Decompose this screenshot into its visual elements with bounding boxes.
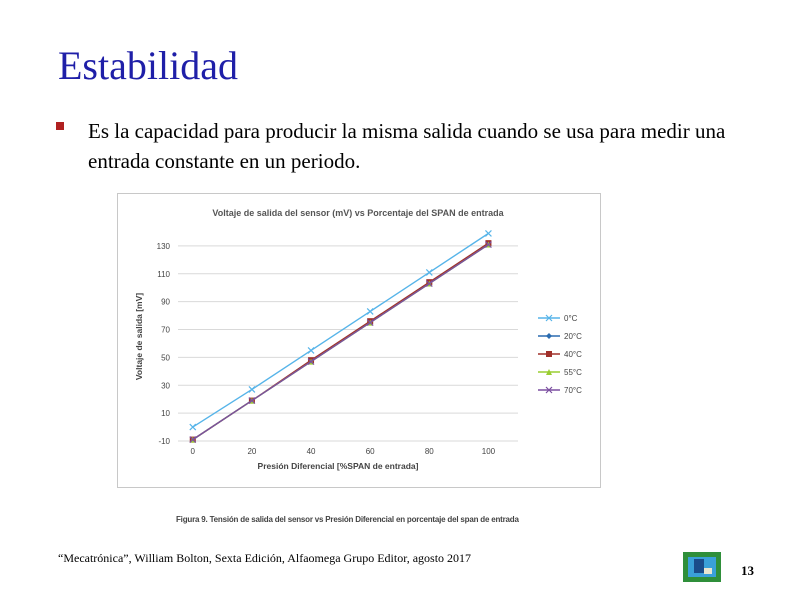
series-line [192,243,489,441]
legend-marker [546,333,552,339]
chart-title: Voltaje de salida del sensor (mV) vs Por… [212,208,504,218]
x-tick-label: 60 [366,447,375,456]
bullet-text: Es la capacidad para producir la misma s… [88,119,726,173]
legend-label: 70°C [564,386,582,395]
legend-label: 20°C [564,332,582,341]
x-tick-label: 80 [425,447,434,456]
data-point [248,386,256,393]
publisher-logo [683,552,721,582]
data-point [307,358,315,366]
y-tick-label: 30 [161,381,170,390]
square-bullet-icon [56,122,64,130]
data-point [307,347,315,354]
bullet-item: Es la capacidad para producir la misma s… [56,116,746,176]
data-point [485,229,492,237]
y-tick-label: -10 [158,437,170,446]
data-point [189,423,197,431]
y-tick-label: 130 [157,242,171,251]
legend-marker [545,314,553,322]
series-line [192,232,489,428]
data-point [366,319,374,326]
data-point [189,436,197,444]
chart-container: Voltaje de salida del sensor (mV) vs Por… [117,193,601,488]
y-tick-label: 70 [161,326,170,335]
y-tick-label: 90 [161,298,170,307]
y-tick-label: 10 [161,409,170,418]
legend-label: 0°C [564,314,578,323]
data-point [485,241,492,248]
line-chart: Voltaje de salida del sensor (mV) vs Por… [134,208,582,471]
x-tick-label: 0 [191,447,196,456]
legend-marker [546,351,552,357]
legend-marker [545,386,553,394]
data-point [366,307,374,315]
page-number: 13 [741,563,754,578]
x-tick-label: 100 [482,447,496,456]
x-tick-label: 20 [247,447,256,456]
y-axis-label: Voltaje de salida [mV] [134,293,144,380]
data-point [425,280,433,287]
slide-title: Estabilidad [58,43,238,88]
figure-caption: Figura 9. Tensión de salida del sensor v… [176,515,519,524]
data-point [248,397,256,405]
legend-label: 40°C [564,350,582,359]
reference-citation: “Mecatrónica”, William Bolton, Sexta Edi… [58,551,472,565]
y-tick-label: 110 [157,270,170,279]
x-tick-label: 40 [307,447,316,456]
legend-marker [546,369,552,375]
y-tick-label: 50 [161,353,170,362]
data-point [425,268,433,276]
x-axis-label: Presión Diferencial [%SPAN de entrada] [258,461,419,471]
legend-label: 55°C [564,368,582,377]
